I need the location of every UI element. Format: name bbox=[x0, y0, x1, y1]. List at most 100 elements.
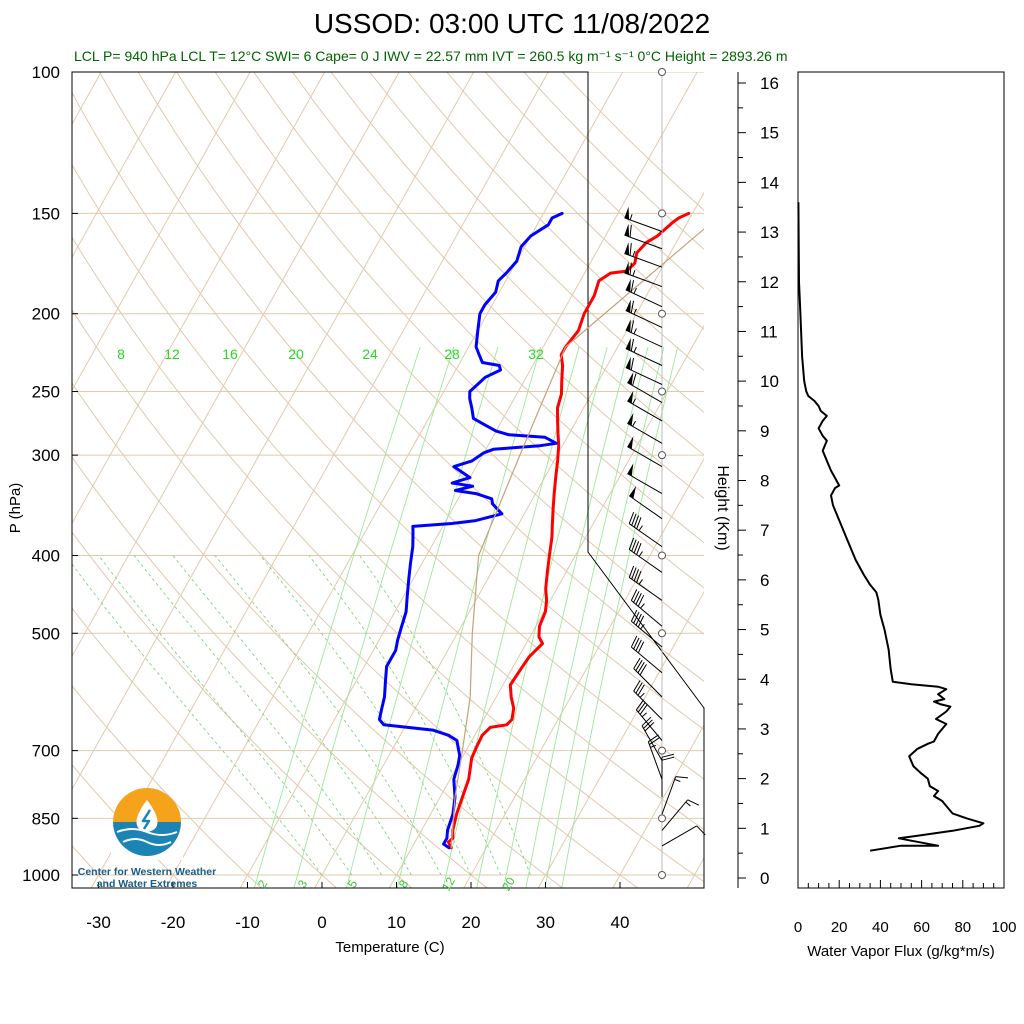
barb-flag bbox=[633, 569, 640, 582]
barb-flag bbox=[635, 682, 643, 694]
height-tick-label: 13 bbox=[760, 223, 779, 242]
p-tick-label: 150 bbox=[32, 204, 60, 223]
temp-tick-label: 30 bbox=[536, 913, 555, 932]
wind-barb bbox=[624, 206, 663, 232]
dry-adiabat bbox=[330, 72, 704, 456]
barb-pennant bbox=[629, 485, 637, 499]
barb-pennant bbox=[625, 337, 631, 351]
mixing-ratio-label: 16 bbox=[222, 346, 238, 362]
moist-adiabat bbox=[359, 555, 532, 876]
barb-flag bbox=[633, 657, 641, 669]
dry-adiabat bbox=[523, 72, 704, 250]
dry-adiabat bbox=[446, 72, 704, 330]
mixing-ratio-line bbox=[293, 346, 455, 888]
barb-flag bbox=[635, 659, 643, 671]
barb-staff bbox=[633, 668, 663, 698]
flux-tick-label: 100 bbox=[991, 919, 1016, 936]
height-tick-label: 8 bbox=[760, 472, 769, 491]
barb-flag bbox=[696, 825, 706, 836]
wind-barb bbox=[661, 825, 706, 847]
wind-barb bbox=[627, 463, 663, 495]
barb-staff bbox=[627, 422, 663, 444]
wind-barb bbox=[625, 278, 663, 308]
barb-flag bbox=[631, 513, 637, 526]
barb-flag bbox=[630, 338, 635, 352]
barb-flag bbox=[632, 373, 637, 386]
barb-half-flag bbox=[632, 270, 636, 277]
barb-pennant bbox=[627, 463, 634, 477]
barb-flag bbox=[633, 591, 640, 603]
barb-flag bbox=[636, 542, 642, 555]
dry-adiabat bbox=[253, 72, 704, 544]
mixing-ratio-label: 12 bbox=[164, 346, 180, 362]
barb-staff bbox=[661, 799, 689, 831]
barb-staff bbox=[627, 473, 663, 495]
series-dew-point bbox=[377, 211, 564, 850]
barb-flag bbox=[635, 699, 644, 711]
barb-pennant bbox=[627, 372, 634, 386]
barb-staff bbox=[625, 310, 663, 328]
moist-adiabat bbox=[98, 555, 353, 876]
temp-tick-label: -30 bbox=[86, 913, 111, 932]
barb-half-flag bbox=[638, 551, 643, 557]
isotherm-line bbox=[0, 72, 27, 892]
mixing-ratio-line bbox=[544, 346, 665, 888]
skewt-background-lines bbox=[0, 72, 704, 892]
barb-level-circle bbox=[658, 871, 666, 879]
barb-pennant bbox=[627, 390, 634, 404]
barb-half-flag bbox=[638, 579, 643, 585]
wind-barb bbox=[630, 635, 663, 674]
barb-flag bbox=[630, 300, 635, 314]
barb-half-flag bbox=[640, 603, 645, 609]
mixing-ratio-label-bottom: 20 bbox=[499, 874, 518, 893]
barb-staff bbox=[661, 776, 677, 815]
height-tick-label: 1 bbox=[760, 819, 769, 838]
barb-half-flag bbox=[638, 525, 643, 531]
barb-staff bbox=[625, 367, 663, 385]
dry-adiabat bbox=[562, 72, 704, 211]
isotherm-line bbox=[72, 72, 102, 126]
mixing-ratio-line bbox=[503, 346, 630, 888]
barb-level-circle bbox=[658, 551, 666, 560]
barb-flag bbox=[637, 641, 645, 654]
barb-staff bbox=[631, 600, 663, 627]
sounding-diagnostics: LCL P= 940 hPa LCL T= 12°C SWI= 6 Cape= … bbox=[74, 48, 788, 64]
barb-flag bbox=[630, 357, 635, 371]
barb-flag bbox=[629, 224, 632, 238]
barb-staff bbox=[633, 690, 663, 720]
barb-staff bbox=[627, 446, 663, 467]
isotherm-line bbox=[90, 72, 549, 888]
barb-flag bbox=[629, 262, 632, 275]
barb-flag bbox=[637, 701, 646, 713]
barb-staff bbox=[631, 620, 663, 648]
wind-barb bbox=[628, 565, 663, 601]
moist-adiabat bbox=[214, 555, 442, 876]
height-tick-label: 11 bbox=[760, 322, 778, 341]
height-tick-label: 9 bbox=[760, 422, 769, 441]
barb-flag bbox=[630, 609, 638, 622]
barb-flag bbox=[630, 589, 638, 601]
isotherm-line bbox=[686, 857, 704, 888]
wind-barb bbox=[661, 776, 689, 815]
barb-half-flag bbox=[633, 346, 637, 353]
flux-axis-label: Water Vapor Flux (g/kg*m/s) bbox=[807, 943, 995, 960]
moist-adiabat bbox=[172, 555, 412, 876]
height-tick-label: 5 bbox=[760, 621, 769, 640]
logo-wave bbox=[122, 838, 172, 846]
mixing-ratio-label: 32 bbox=[528, 346, 544, 362]
wind-barb bbox=[628, 511, 663, 548]
dry-adiabat bbox=[291, 72, 704, 500]
barb-pennant bbox=[624, 223, 630, 237]
barb-level-circle bbox=[658, 309, 666, 318]
dry-adiabat bbox=[72, 164, 704, 831]
isotherm-line bbox=[388, 324, 704, 888]
flux-tick-label: 80 bbox=[954, 919, 971, 936]
flux-tick-label: 20 bbox=[831, 919, 848, 936]
height-tick-label: 6 bbox=[760, 571, 769, 590]
flux-tick-label: 40 bbox=[872, 919, 889, 936]
barb-flag bbox=[687, 799, 700, 806]
mixing-ratio-line bbox=[561, 346, 679, 888]
cw3e-logo bbox=[111, 788, 183, 860]
